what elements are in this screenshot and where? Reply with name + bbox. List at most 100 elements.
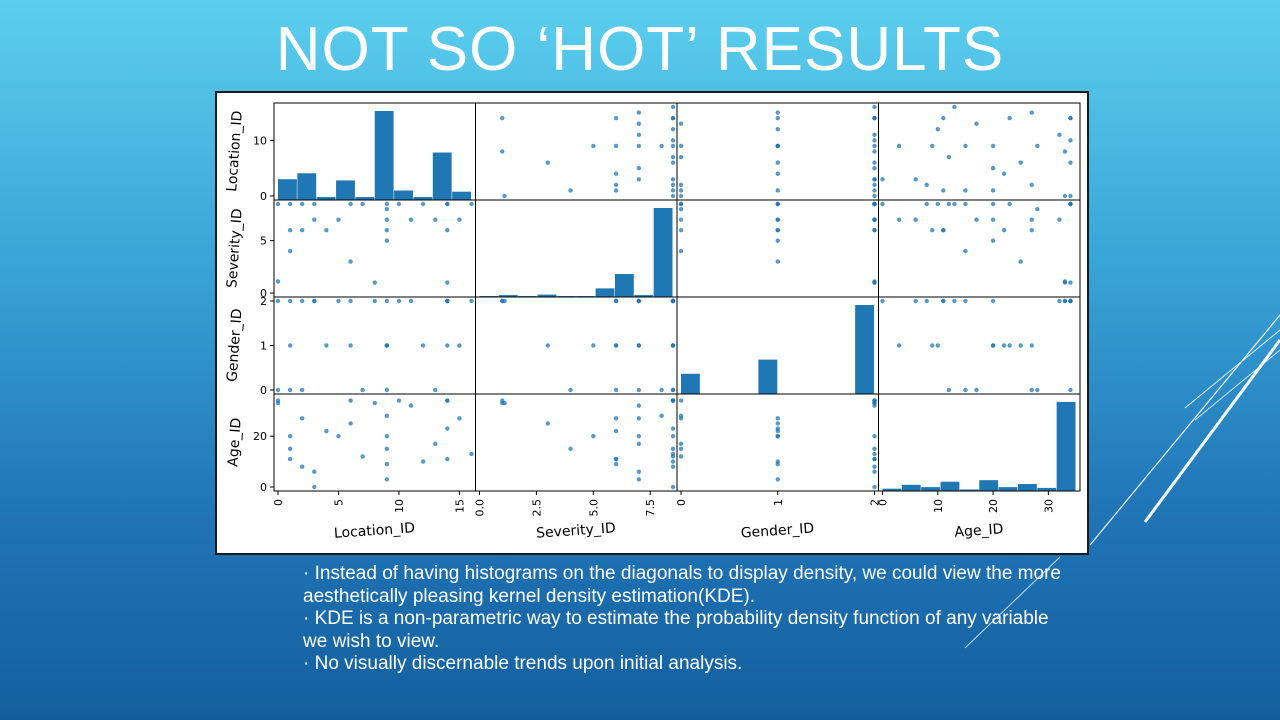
scatter-point	[613, 461, 619, 467]
scatter-point	[775, 110, 780, 115]
scatter-point	[384, 477, 390, 482]
scatter-point	[324, 343, 329, 348]
scatter-point	[670, 446, 676, 452]
scatter-point	[678, 446, 684, 452]
scatter-point	[420, 343, 426, 348]
histogram-bar	[634, 295, 654, 297]
scatter-point	[384, 446, 390, 452]
scatter-point	[963, 143, 968, 149]
scatter-point	[678, 143, 684, 149]
scatter-point	[670, 451, 676, 457]
scatter-point	[963, 188, 968, 193]
scatter-point	[930, 143, 935, 149]
scatter-point	[1062, 280, 1068, 285]
scatter-point	[1029, 182, 1034, 188]
scatter-point	[1057, 217, 1062, 222]
scatter-point	[678, 182, 684, 188]
scatter-point	[636, 416, 642, 421]
scatter-point	[775, 143, 780, 149]
matrix-cell-frame	[475, 296, 678, 395]
scatter-point	[275, 279, 281, 284]
scatter-point	[636, 387, 642, 393]
scatter-point	[636, 298, 642, 304]
scatter-point	[1068, 298, 1073, 304]
scatter-point	[670, 193, 676, 199]
scatter-point	[312, 201, 317, 207]
scatter-point	[457, 217, 462, 222]
scatter-point	[457, 343, 462, 348]
scatter-point	[1035, 207, 1040, 212]
histogram-bar	[355, 197, 375, 200]
matrix-cell-frame	[475, 199, 678, 298]
x-tick-label: 1	[772, 499, 785, 506]
scatter-point	[545, 160, 550, 165]
scatter-point	[396, 298, 402, 304]
scatter-point	[384, 387, 390, 393]
y-tick-label: 0	[260, 287, 267, 300]
scatter-point	[990, 165, 996, 171]
histogram-bar	[297, 173, 317, 200]
bullet-list: · Instead of having histograms on the di…	[303, 563, 1063, 676]
scatter-point	[946, 387, 952, 393]
scatter-point	[670, 104, 676, 110]
scatter-point	[360, 201, 365, 207]
scatter-point	[872, 456, 877, 462]
scatter-point	[1068, 115, 1073, 121]
scatter-point	[930, 227, 935, 233]
scatter-point	[445, 227, 450, 233]
scatter-point	[775, 459, 780, 464]
scatter-point	[872, 182, 877, 188]
histogram-bar	[653, 208, 673, 297]
scatter-point	[872, 201, 877, 207]
matrix-cell-frame	[676, 393, 879, 492]
scatter-point	[775, 188, 780, 193]
scatter-point	[678, 441, 684, 446]
scatter-point	[445, 343, 450, 348]
histogram-bar	[940, 481, 960, 491]
scatter-point	[963, 248, 968, 254]
scatter-point	[384, 433, 390, 439]
scatter-point	[445, 426, 450, 431]
scatter-point	[670, 182, 676, 188]
scatter-point	[636, 177, 642, 182]
scatter-point	[287, 433, 293, 439]
scatter-point	[872, 165, 877, 171]
scatter-point	[613, 416, 619, 421]
x-tick-label: 5	[332, 499, 345, 506]
scatter-point	[1068, 160, 1073, 165]
scatter-point	[636, 469, 642, 474]
scatter-point	[913, 298, 918, 304]
scatter-point	[775, 433, 780, 439]
x-axis-label: Gender_ID	[740, 520, 814, 541]
scatter-point	[775, 115, 780, 121]
histogram-bar	[681, 373, 700, 394]
histogram-bar	[901, 484, 921, 491]
scatter-point	[670, 177, 676, 182]
scatter-point	[408, 298, 414, 304]
scatter-point	[946, 154, 952, 160]
scatter-point	[678, 154, 684, 160]
scatter-point	[275, 387, 281, 393]
scatter-point	[1007, 115, 1012, 121]
scatter-point	[1062, 298, 1068, 304]
scatter-point	[636, 433, 642, 439]
scatter-point	[568, 188, 573, 193]
scatter-point	[469, 201, 474, 207]
histogram-bar	[614, 274, 634, 297]
scatter-point	[384, 413, 390, 418]
scatter-point	[299, 464, 305, 469]
scatter-point	[872, 484, 877, 490]
scatter-point	[384, 461, 390, 467]
scatter-point	[1029, 227, 1034, 233]
scatter-point	[659, 143, 664, 149]
scatter-point	[287, 298, 293, 304]
scatter-point	[1029, 110, 1034, 115]
x-tick-label: 0	[272, 499, 285, 506]
scatter-point	[924, 201, 929, 207]
histogram-bar	[855, 305, 874, 394]
scatter-point	[348, 201, 353, 207]
y-tick-label: 0	[260, 481, 267, 494]
matrix-cell-frame	[676, 199, 879, 298]
scatter-point	[872, 217, 877, 222]
histogram-bar	[537, 294, 557, 297]
